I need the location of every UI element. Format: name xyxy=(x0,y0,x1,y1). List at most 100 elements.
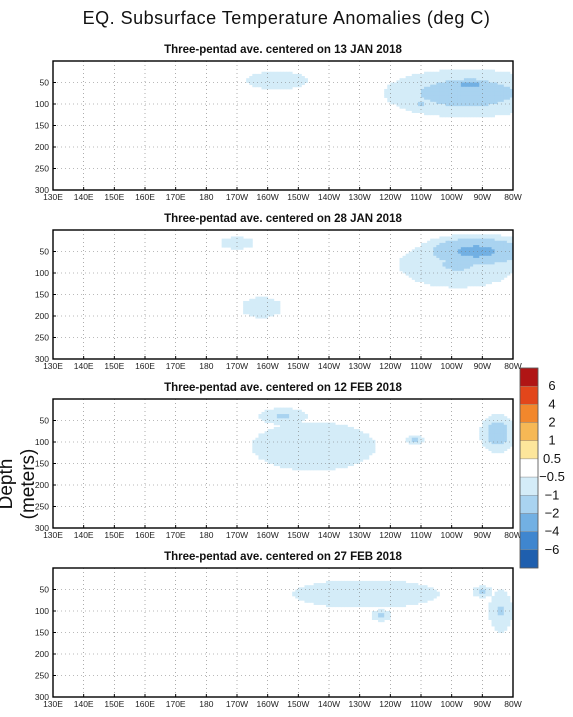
anomaly-cell xyxy=(301,593,305,597)
anomaly-cell xyxy=(482,433,486,436)
anomaly-cell xyxy=(460,262,465,265)
anomaly-cell xyxy=(463,255,468,259)
anomaly-cell xyxy=(356,589,361,593)
anomaly-cell xyxy=(451,93,456,96)
gridlines xyxy=(53,61,513,190)
anomaly-cell xyxy=(491,91,495,94)
anomaly-cell xyxy=(506,604,511,608)
anomaly-cell xyxy=(279,439,284,443)
anomaly-cell xyxy=(249,80,253,83)
anomaly-cell xyxy=(411,255,416,259)
anomaly-cell xyxy=(430,598,434,601)
anomaly-cell xyxy=(442,88,446,92)
anomaly-cell xyxy=(405,86,410,90)
anomaly-cell xyxy=(460,253,465,257)
anomaly-cell xyxy=(298,448,302,451)
anomaly-cell xyxy=(414,593,419,597)
anomaly-cell xyxy=(491,253,495,257)
anomaly-cell xyxy=(335,426,339,430)
anomaly-cell xyxy=(408,598,413,601)
anomaly-cell xyxy=(344,429,348,432)
anomaly-cell xyxy=(408,80,413,83)
anomaly-cell xyxy=(276,448,281,451)
y-tick-label: 100 xyxy=(35,99,49,109)
anomaly-cell xyxy=(237,240,241,244)
anomaly-cell xyxy=(402,270,407,274)
anomaly-cell xyxy=(470,82,474,86)
anomaly-cell xyxy=(442,264,446,267)
anomaly-cell xyxy=(270,82,275,86)
anomaly-cell xyxy=(482,439,486,443)
anomaly-cell xyxy=(485,437,489,441)
anomaly-cell xyxy=(279,420,284,424)
anomaly-cell xyxy=(359,448,364,451)
anomaly-cell xyxy=(316,589,321,593)
anomaly-cell xyxy=(463,69,468,73)
anomaly-cell xyxy=(491,69,495,73)
anomaly-cell xyxy=(451,114,456,118)
anomaly-cell xyxy=(276,300,281,304)
anomaly-cell xyxy=(273,446,278,449)
anomaly-cell xyxy=(457,112,462,116)
anomaly-cell xyxy=(362,439,367,443)
anomaly-cell xyxy=(476,591,480,595)
anomaly-cell xyxy=(319,442,324,445)
anomaly-cell xyxy=(264,457,269,460)
anomaly-cell xyxy=(442,262,446,265)
anomaly-cell xyxy=(427,97,431,101)
anomaly-cell xyxy=(319,439,324,443)
anomaly-cell xyxy=(255,439,259,443)
anomaly-cell xyxy=(479,249,483,252)
anomaly-cell xyxy=(442,238,446,242)
anomaly-cell xyxy=(264,448,269,451)
anomaly-cell xyxy=(500,99,505,103)
anomaly-cell xyxy=(421,268,425,272)
anomaly-cell xyxy=(378,583,382,586)
anomaly-cell xyxy=(445,273,449,276)
anomaly-cell xyxy=(313,583,318,586)
anomaly-cell xyxy=(506,619,511,623)
x-tick-label: 170E xyxy=(166,699,186,709)
anomaly-cell xyxy=(227,238,232,242)
anomaly-cell xyxy=(503,73,508,77)
anomaly-cell xyxy=(267,80,272,83)
anomaly-cell xyxy=(347,448,351,451)
anomaly-cell xyxy=(316,602,321,605)
anomaly-cell xyxy=(476,99,480,103)
anomaly-cell xyxy=(414,99,419,103)
anomaly-cell xyxy=(390,91,394,94)
anomaly-cell xyxy=(503,593,508,597)
anomaly-cell xyxy=(319,435,324,439)
anomaly-cell xyxy=(457,264,462,267)
anomaly-cell xyxy=(381,593,385,597)
anomaly-cell xyxy=(506,273,511,276)
anomaly-cell xyxy=(497,253,502,257)
anomaly-cell xyxy=(227,242,232,246)
anomaly-cell xyxy=(295,589,299,593)
anomaly-cell xyxy=(430,106,434,109)
anomaly-cell xyxy=(286,411,290,415)
anomaly-cell xyxy=(497,595,502,599)
anomaly-cell xyxy=(479,95,483,98)
anomaly-cell xyxy=(261,303,265,306)
anomaly-cell xyxy=(338,426,342,430)
anomaly-cell xyxy=(448,97,453,101)
anomaly-cell xyxy=(491,249,495,252)
anomaly-cell xyxy=(362,446,367,449)
anomaly-cell xyxy=(273,437,278,441)
anomaly-cell xyxy=(430,251,434,255)
anomaly-cell xyxy=(430,93,434,96)
anomaly-cell xyxy=(509,431,514,434)
anomaly-cell xyxy=(433,76,437,79)
anomaly-cell xyxy=(252,442,256,445)
anomaly-cell xyxy=(467,242,471,246)
anomaly-cell xyxy=(384,593,388,597)
anomaly-cell xyxy=(233,240,238,244)
anomaly-cell xyxy=(494,628,499,631)
anomaly-cell xyxy=(332,446,336,449)
anomaly-cell xyxy=(421,80,425,83)
anomaly-cell xyxy=(442,236,446,239)
anomaly-cell xyxy=(387,593,391,597)
anomaly-cell xyxy=(325,454,330,458)
anomaly-cell xyxy=(460,106,465,109)
